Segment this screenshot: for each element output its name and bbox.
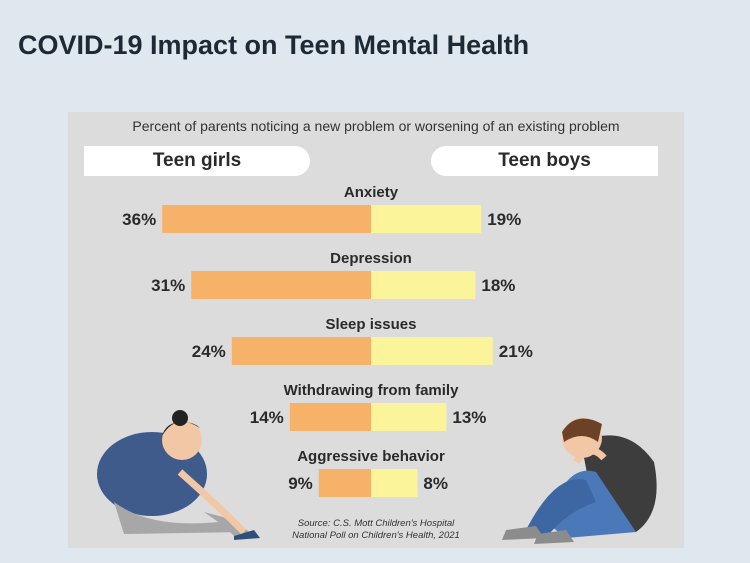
- value-label-teen-girls: 31%: [151, 276, 185, 295]
- source-line-1: Source: C.S. Mott Children's Hospital: [297, 518, 455, 529]
- category-label: Aggressive behavior: [297, 448, 445, 465]
- value-label-teen-girls: 24%: [192, 342, 226, 361]
- infographic-panel: Percent of parents noticing a new proble…: [68, 112, 684, 548]
- value-label-teen-boys: 8%: [423, 474, 448, 493]
- legend-teen-boys: Teen boys: [431, 146, 658, 176]
- slide-title: COVID-19 Impact on Teen Mental Health: [18, 30, 530, 60]
- category-label: Anxiety: [344, 184, 399, 201]
- bar-teen-boys: [371, 337, 493, 365]
- diverging-bar-chart: Anxiety 36% 19% Depression 31% 18% Sleep issue…: [122, 184, 533, 497]
- category-label: Withdrawing from family: [284, 382, 460, 399]
- legend-teen-girls: Teen girls: [84, 146, 310, 176]
- bar-teen-boys: [371, 403, 447, 431]
- bar-teen-boys: [371, 205, 482, 233]
- value-label-teen-girls: 36%: [122, 210, 156, 229]
- bar-teen-boys: [371, 469, 418, 497]
- value-label-teen-boys: 13%: [452, 408, 486, 427]
- value-label-teen-girls: 9%: [288, 474, 313, 493]
- bar-teen-girls: [289, 403, 371, 431]
- bar-teen-girls: [318, 469, 371, 497]
- category-label: Sleep issues: [326, 316, 417, 333]
- chart-title: Percent of parents noticing a new proble…: [132, 118, 620, 134]
- value-label-teen-boys: 21%: [499, 342, 533, 361]
- bar-teen-boys: [371, 271, 476, 299]
- source-note: Source: C.S. Mott Children's Hospital Na…: [68, 518, 684, 542]
- bar-teen-girls: [231, 337, 371, 365]
- source-line-2: National Poll on Children's Health, 2021: [292, 530, 460, 541]
- value-label-teen-boys: 18%: [481, 276, 515, 295]
- category-label: Depression: [330, 250, 412, 267]
- sad-girl-sitting-icon: [97, 410, 260, 540]
- bar-teen-girls: [191, 271, 371, 299]
- value-label-teen-boys: 19%: [487, 210, 521, 229]
- value-label-teen-girls: 14%: [250, 408, 284, 427]
- sad-boy-sitting-icon: [502, 418, 657, 544]
- bar-teen-girls: [162, 205, 371, 233]
